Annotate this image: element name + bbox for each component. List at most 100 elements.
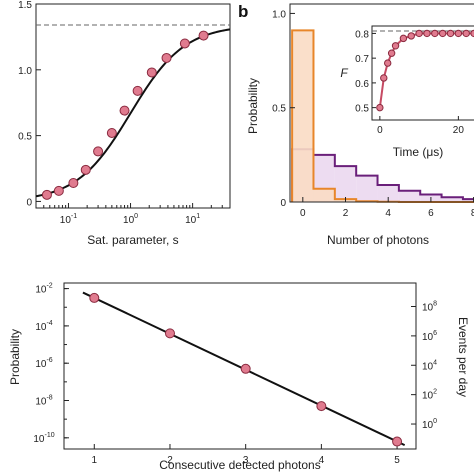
panel-b-y-label: Probability: [246, 78, 260, 134]
panel-a-x-label: Sat. parameter, s: [87, 233, 178, 247]
panel-b-purple-bar: [462, 199, 474, 202]
panel-a-axes: [35, 3, 231, 209]
panel-c-data-point: [164, 328, 175, 339]
panel-c-data-points: [89, 292, 403, 447]
panel-b-inset-y-tick-label: 0.5: [355, 104, 369, 115]
panel-b-inset-data-point: [391, 42, 400, 50]
panel-b-y-tick-label: 0: [280, 198, 286, 209]
panel-c-right-y-label: Events per day: [456, 317, 470, 397]
panel-b-inset-x-ticks: 0 20: [377, 116, 464, 136]
panel-c-y-tick-label: 10-2: [35, 283, 52, 296]
panel-b-orange-bar: [292, 30, 314, 203]
panel-a-y-ticks: 0 0.5 1.0 1.5: [18, 0, 41, 208]
panel-a-data-point: [179, 38, 190, 49]
panel-b-inset-y-label: F: [340, 66, 348, 80]
panel-b-inset-data-point: [446, 29, 455, 38]
panel-a-data-point: [119, 105, 130, 116]
panel-a-fit-curve: [35, 28, 231, 198]
panel-b-inset-x-tick-label: 0: [377, 125, 383, 136]
panel-b-y-tick-label: 1.0: [272, 9, 286, 20]
panel-b-inset-y-tick-label: 0.6: [355, 79, 369, 90]
panel-b-inset-axes: [371, 25, 474, 121]
panel-b-inset-data-point: [454, 29, 463, 38]
panel-c-data-point: [89, 292, 100, 303]
panel-b-y-tick-label: 0.5: [272, 104, 286, 115]
panel-b-inset-data-point: [415, 29, 423, 38]
panel-c-y-tick-label: 10-4: [35, 320, 52, 333]
panel-a-y-tick-label: 1.0: [18, 66, 32, 77]
panel-b-x-label: Number of photons: [327, 233, 429, 247]
panel-a-data-points: [41, 30, 209, 200]
panel-c-y-tick-label: 10-6: [35, 357, 52, 370]
panel-a-data-point: [68, 177, 79, 188]
panel-b-inset-data-points: [376, 29, 474, 112]
panel-a-data-point: [146, 67, 157, 78]
panel-a-y-tick-label: 1.5: [18, 0, 32, 11]
panel-b-axes: [289, 3, 474, 203]
panel-c-y-label: Probability: [8, 329, 22, 385]
panel-b-inset-x-label: Time (μs): [393, 145, 443, 159]
panel-b-inset-data-point: [462, 29, 470, 38]
panel-c-data-point: [392, 436, 403, 447]
panel-b-inset-y-ticks: 0.5 0.6 0.7 0.8: [355, 29, 376, 115]
panel-c-y-ticks: 10-2 10-4 10-6 10-8 10-10: [33, 283, 69, 445]
panel-b-inset-data-point: [380, 74, 388, 82]
panel-c-axes: [63, 282, 417, 450]
panel-a-y-tick-label: 0.5: [18, 132, 32, 143]
panel-a-data-point: [53, 185, 64, 196]
panel-a-x-ticks: 10-1 100 101: [35, 203, 231, 226]
panel-a-x-tick-label: 100: [123, 213, 138, 226]
panel-a-data-point: [132, 85, 143, 96]
panel-c-x-tick-label: 4: [319, 455, 325, 466]
panel-b-inset-data-point: [376, 103, 384, 112]
panel-b-inset-y-tick-label: 0.8: [355, 29, 369, 40]
panel-b-x-tick-label: 2: [343, 208, 349, 219]
panel-c-x-tick-label: 3: [243, 455, 249, 466]
panel-b-x-tick-label: 4: [385, 208, 391, 219]
panel-b-inset-data-point: [407, 32, 415, 40]
panel-b-inset-data-point: [399, 34, 408, 43]
panel-b-purple-bar: [334, 166, 357, 202]
panel-a-data-point: [41, 189, 52, 200]
panel-b-inset-data-point: [470, 29, 474, 38]
panel-c-right-y-tick-label: 100: [422, 418, 437, 431]
panel-c-data-point: [316, 401, 327, 412]
panel-a-y-tick-label: 0: [26, 197, 32, 208]
panel-c-right-y-tick-label: 104: [422, 359, 437, 372]
panel-a-x-tick-label: 10-1: [60, 213, 77, 226]
panel-c-y-tick-label: 10-8: [35, 395, 52, 408]
panel-b-letter: b: [238, 2, 248, 21]
panel-b-x-tick-label: 0: [300, 208, 306, 219]
panel-a-data-point: [93, 146, 104, 157]
panel-b-x-tick-label: 6: [428, 208, 434, 219]
panel-b-inset-background: [338, 10, 474, 120]
panel-b-purple-bar: [398, 190, 421, 202]
panel-c-data-point: [240, 363, 251, 374]
panel-a-x-tick-label: 101: [185, 213, 200, 226]
panel-b-purple-bar: [356, 175, 378, 202]
panel-b-orange-bar: [313, 188, 335, 202]
panel-c-right-y-tick-label: 108: [422, 301, 437, 314]
panel-c-x-tick-label: 2: [167, 455, 173, 466]
panel-b-inset-data-point: [384, 59, 392, 67]
panel-c-right-y-tick-label: 106: [422, 330, 437, 343]
panel-a-data-point: [106, 127, 117, 138]
panel-b-inset-x-tick-label: 20: [453, 125, 465, 136]
panel-b-inset-data-point: [423, 29, 431, 38]
panel-b-x-tick-label: 8: [471, 208, 474, 219]
panel-b-inset-data-point: [387, 49, 396, 57]
panel-b-histograms: [291, 29, 474, 203]
panel-a-data-point: [161, 52, 172, 63]
panel-b-y-ticks: 0 0.5 1.0: [272, 9, 295, 209]
panel-b: b Probability 0 2 4 6 8 0 0.5 1.0 Number of ph…: [238, 2, 474, 247]
panel-b-purple-bar: [441, 197, 463, 202]
panel-c-x-label: Consecutive detected photons: [159, 458, 320, 472]
panel-a-data-point: [80, 164, 91, 175]
panel-c-y-tick-label: 10-10: [33, 432, 54, 445]
panel-b-inset-y-tick-label: 0.7: [355, 54, 369, 65]
panel-a-data-point: [198, 30, 209, 41]
panel-b-inset-data-point: [431, 29, 439, 38]
panel-c-x-tick-label: 1: [91, 455, 97, 466]
